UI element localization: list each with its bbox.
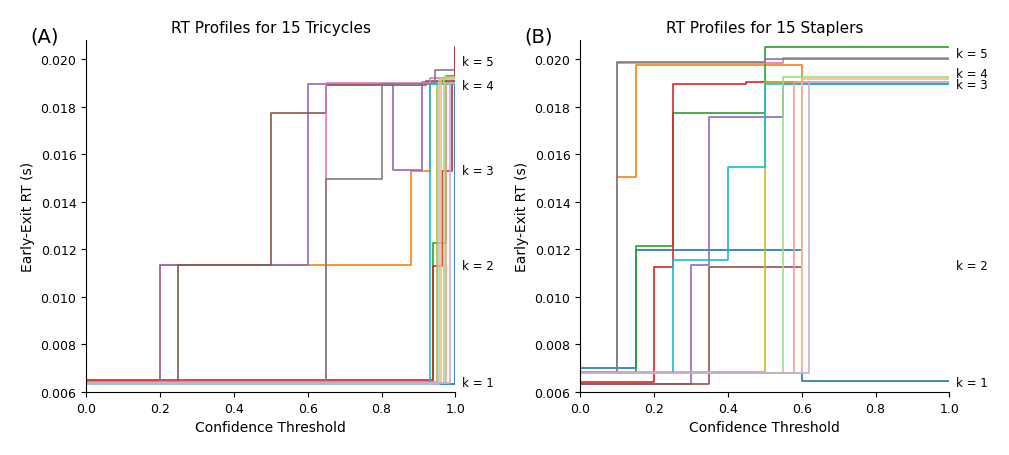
Title: RT Profiles for 15 Staplers: RT Profiles for 15 Staplers	[666, 21, 864, 36]
Text: k = 3: k = 3	[957, 78, 988, 91]
Text: (B): (B)	[525, 27, 553, 46]
Text: k = 1: k = 1	[462, 376, 494, 389]
Text: k = 5: k = 5	[462, 56, 494, 69]
Text: k = 5: k = 5	[957, 48, 988, 61]
Text: k = 4: k = 4	[462, 80, 494, 93]
X-axis label: Confidence Threshold: Confidence Threshold	[689, 420, 840, 434]
Text: (A): (A)	[30, 27, 60, 46]
Text: k = 4: k = 4	[957, 68, 988, 81]
Text: k = 3: k = 3	[462, 165, 494, 178]
Text: k = 2: k = 2	[462, 260, 494, 273]
Text: k = 2: k = 2	[957, 260, 988, 273]
Title: RT Profiles for 15 Tricycles: RT Profiles for 15 Tricycles	[171, 21, 370, 36]
X-axis label: Confidence Threshold: Confidence Threshold	[196, 420, 346, 434]
Y-axis label: Early-Exit RT (s): Early-Exit RT (s)	[515, 162, 529, 272]
Text: k = 1: k = 1	[957, 376, 988, 389]
Y-axis label: Early-Exit RT (s): Early-Exit RT (s)	[21, 162, 35, 272]
